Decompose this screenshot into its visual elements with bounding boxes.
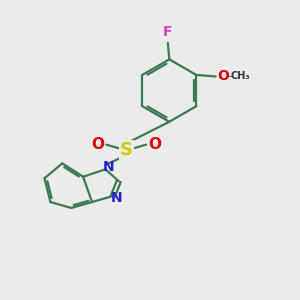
Text: S: S	[120, 141, 133, 159]
Text: N: N	[111, 190, 122, 205]
Text: O: O	[92, 136, 104, 152]
Text: –: –	[228, 71, 233, 81]
Text: N: N	[103, 160, 115, 174]
Text: O: O	[218, 69, 230, 83]
Text: O: O	[148, 136, 161, 152]
Text: F: F	[163, 26, 172, 39]
Text: CH₃: CH₃	[230, 71, 250, 81]
